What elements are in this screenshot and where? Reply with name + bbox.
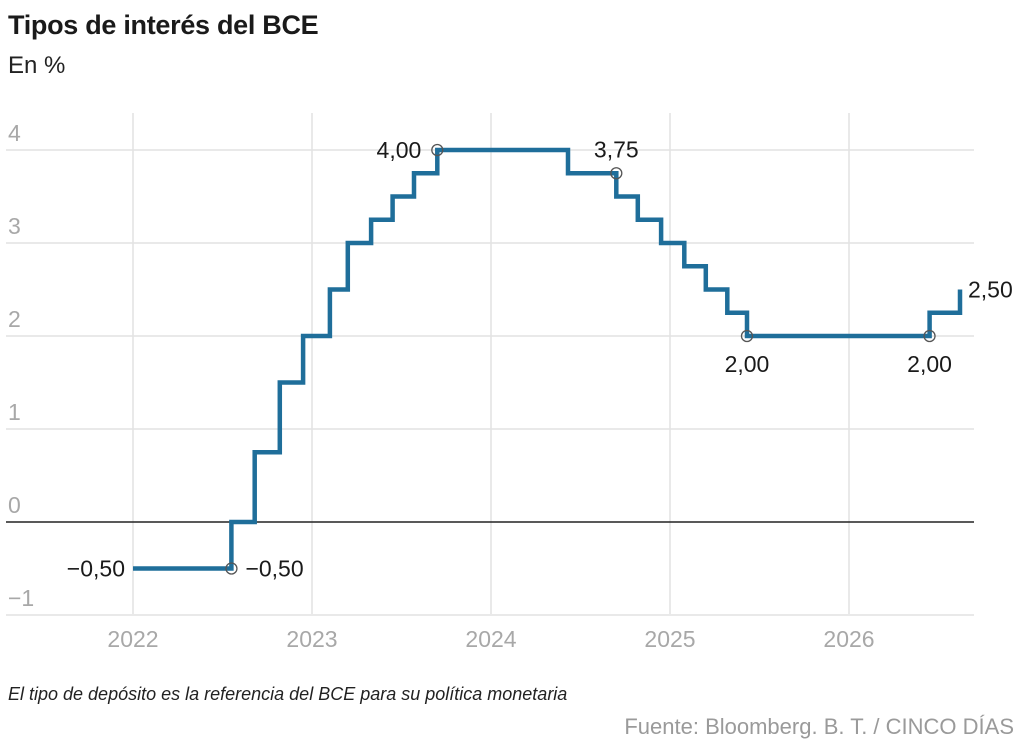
y-tick-label: −1 xyxy=(8,585,34,611)
data-point-marker xyxy=(431,143,444,157)
y-tick-label: 0 xyxy=(8,492,21,518)
series-line xyxy=(133,147,963,571)
y-tick-label: 1 xyxy=(8,399,21,425)
data-label: 2,00 xyxy=(725,351,770,377)
x-tick-label: 2024 xyxy=(465,626,516,652)
data-point-marker xyxy=(610,167,623,180)
y-tick-label: 2 xyxy=(8,306,21,332)
data-label: −0,50 xyxy=(245,556,303,582)
data-label: 2,00 xyxy=(907,351,952,377)
y-gridlines xyxy=(6,149,974,616)
data-point-marker xyxy=(225,562,238,575)
data-point-marker xyxy=(923,329,936,343)
x-tick-label: 2026 xyxy=(823,626,874,652)
data-label: −0,50 xyxy=(67,556,125,582)
data-label: 4,00 xyxy=(377,137,422,163)
chart-note: El tipo de depósito es la referencia del… xyxy=(8,684,568,704)
y-tick-label: 3 xyxy=(8,213,21,239)
x-tick-label: 2023 xyxy=(286,626,337,652)
series-group xyxy=(133,147,963,571)
x-tick-label: 2022 xyxy=(107,626,158,652)
x-tick-label: 2025 xyxy=(644,626,695,652)
chart-source: Fuente: Bloomberg. B. T. / CINCO DÍAS xyxy=(624,714,1014,739)
x-gridlines xyxy=(132,113,850,614)
data-point-marker xyxy=(740,329,754,343)
data-label: 3,75 xyxy=(594,136,639,162)
y-tick-labels: −1 0 1 2 3 4 xyxy=(8,120,34,611)
chart-title: Tipos de interés del BCE xyxy=(8,10,319,40)
data-label: 2,50 xyxy=(968,277,1013,303)
y-tick-label: 4 xyxy=(8,120,21,146)
chart-subtitle: En % xyxy=(8,52,66,79)
annotations: −0,50 −0,50 4,00 3,75 2,00 2,00 2,50 xyxy=(67,136,1013,581)
x-tick-labels: 2022 2023 2024 2025 2026 xyxy=(107,626,874,652)
